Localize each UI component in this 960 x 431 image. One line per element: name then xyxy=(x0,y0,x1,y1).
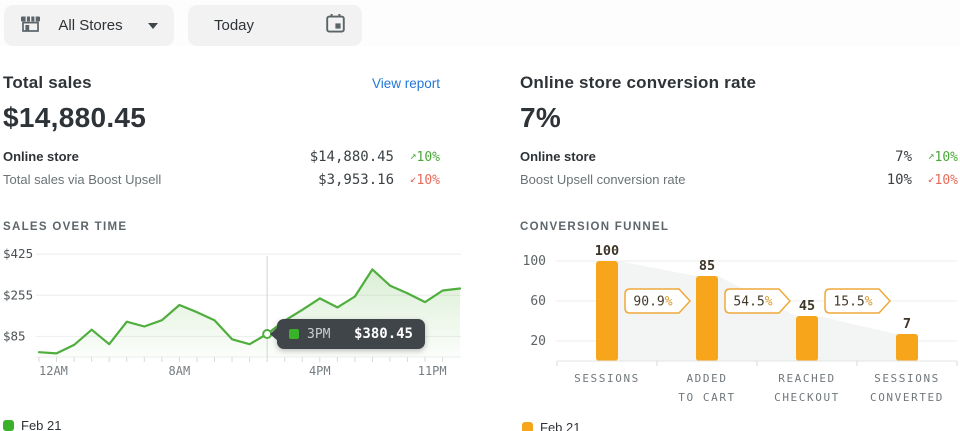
trend-down-icon: ↙ xyxy=(927,172,935,185)
panel-header: Total sales View report xyxy=(3,73,463,93)
conversion-rate-panel: Online store conversion rate 7% Online s… xyxy=(520,46,960,431)
funnel-chart-area: 100 60 20 100 SESSIONS 85 ADDED TO CART 45 REACHE… xyxy=(520,243,960,417)
y-axis-label: 60 xyxy=(530,294,546,309)
chart-tooltip: 3PM $380.45 xyxy=(270,319,425,349)
delta-percent: 10% xyxy=(416,150,440,165)
calendar-icon xyxy=(325,13,346,38)
legend-swatch xyxy=(3,420,14,431)
metric-label: Online store xyxy=(3,149,79,164)
metric-label: Online store xyxy=(520,149,596,164)
funnel-bar[interactable] xyxy=(696,276,718,361)
metric-label: Boost Upsell conversion rate xyxy=(520,172,686,187)
chevron-down-icon xyxy=(147,22,158,29)
sales-chart-area: $425 $255 $85 12AM 8AM 4PM 11PM 3PM $380.45 xyxy=(3,244,463,401)
x-axis-label: 12AM xyxy=(39,364,68,378)
panel-header: Online store conversion rate xyxy=(520,73,960,93)
legend-label: Feb 21 xyxy=(21,418,62,431)
x-axis-label: 4PM xyxy=(309,364,331,378)
funnel-bar[interactable] xyxy=(596,261,618,361)
bar-value-label: 85 xyxy=(699,258,715,274)
conversion-rate-value: 7% xyxy=(520,102,562,133)
dashboard: Total sales View report $14,880.45 Onlin… xyxy=(0,46,960,431)
view-report-link[interactable]: View report xyxy=(371,76,440,91)
store-filter-label: All Stores xyxy=(58,17,123,34)
category-label: REACHED xyxy=(778,372,836,385)
delta-percent: 10% xyxy=(416,173,440,188)
metric-value: 10% xyxy=(886,172,912,188)
metric-value: $14,880.45 xyxy=(309,149,394,165)
tooltip-value: $380.45 xyxy=(353,326,413,342)
metric-label: Total sales via Boost Upsell xyxy=(3,172,162,187)
trend-up-icon: ↗ xyxy=(409,149,417,162)
store-filter-button[interactable]: All Stores xyxy=(4,5,174,46)
category-label: CONVERTED xyxy=(870,391,944,404)
conversion-funnel-heading: CONVERSION FUNNEL xyxy=(520,221,670,233)
conversion-metric-rows: Online store 7% ↗10% Boost Upsell conver… xyxy=(520,149,960,195)
legend-label: Feb 21 xyxy=(540,420,581,431)
legend-swatch xyxy=(522,422,533,431)
total-sales-value: $14,880.45 xyxy=(3,102,147,133)
storefront-icon xyxy=(20,14,41,37)
step-percentage-label: 54.5% xyxy=(733,295,772,310)
x-axis-label: 8AM xyxy=(169,364,191,378)
category-label: SESSIONS xyxy=(574,372,640,385)
metric-row-boost-upsell: Boost Upsell conversion rate 10% ↙10% xyxy=(520,172,960,195)
conversion-funnel-chart[interactable]: 100 60 20 100 SESSIONS 85 ADDED TO CART 45 REACHE… xyxy=(520,243,960,412)
metric-delta: ↙10% xyxy=(394,172,440,188)
metric-delta: ↙10% xyxy=(912,172,958,188)
filters-bar: All Stores Today xyxy=(0,0,960,46)
x-axis-label: 11PM xyxy=(418,364,447,378)
step-percentage-badge xyxy=(624,288,692,314)
category-label: SESSIONS xyxy=(874,372,940,385)
sales-metric-rows: Online store $14,880.45 ↗10% Total sales… xyxy=(3,149,463,195)
delta-percent: 10% xyxy=(934,173,958,188)
category-label: CHECKOUT xyxy=(774,391,840,404)
step-percentage-label: 90.9% xyxy=(633,295,672,310)
funnel-chart-legend: Feb 21 xyxy=(522,420,960,431)
sales-line[interactable] xyxy=(37,268,462,355)
conversion-rate-title: Online store conversion rate xyxy=(520,73,757,92)
category-label: ADDED xyxy=(686,372,727,385)
sales-chart-legend: Feb 21 xyxy=(3,418,463,431)
metric-delta: ↗10% xyxy=(912,149,958,165)
metric-value: $3,953.16 xyxy=(318,172,394,188)
metric-row-online-store: Online store 7% ↗10% xyxy=(520,149,960,172)
category-label: TO CART xyxy=(678,391,736,404)
bar-value-label: 45 xyxy=(799,298,815,314)
total-sales-title: Total sales xyxy=(3,73,92,92)
tooltip-time: 3PM xyxy=(307,326,331,342)
y-axis-label: $425 xyxy=(3,246,33,261)
y-axis-label: 20 xyxy=(530,334,546,349)
date-filter-label: Today xyxy=(214,17,255,34)
sales-over-time-heading: SALES OVER TIME xyxy=(3,221,128,233)
date-filter-button[interactable]: Today xyxy=(188,5,362,46)
funnel-bar[interactable] xyxy=(796,316,818,361)
metric-row-online-store: Online store $14,880.45 ↗10% xyxy=(3,149,463,172)
step-percentage-label: 15.5% xyxy=(833,295,872,310)
bar-value-label: 7 xyxy=(903,316,911,332)
trend-down-icon: ↙ xyxy=(409,172,417,185)
metric-value: 7% xyxy=(895,149,912,165)
delta-percent: 10% xyxy=(934,150,958,165)
total-sales-panel: Total sales View report $14,880.45 Onlin… xyxy=(3,46,463,431)
bar-value-label: 100 xyxy=(595,244,619,259)
y-axis-label: $85 xyxy=(3,328,26,343)
y-axis-label: $255 xyxy=(3,287,33,302)
metric-delta: ↗10% xyxy=(394,149,440,165)
step-percentage-badge xyxy=(824,288,892,314)
funnel-bar[interactable] xyxy=(896,334,918,361)
step-percentage-badge xyxy=(724,288,792,314)
y-axis-label: 100 xyxy=(523,254,546,269)
tooltip-series-swatch xyxy=(289,329,299,339)
metric-row-boost-upsell: Total sales via Boost Upsell $3,953.16 ↙… xyxy=(3,172,463,195)
trend-up-icon: ↗ xyxy=(927,149,935,162)
